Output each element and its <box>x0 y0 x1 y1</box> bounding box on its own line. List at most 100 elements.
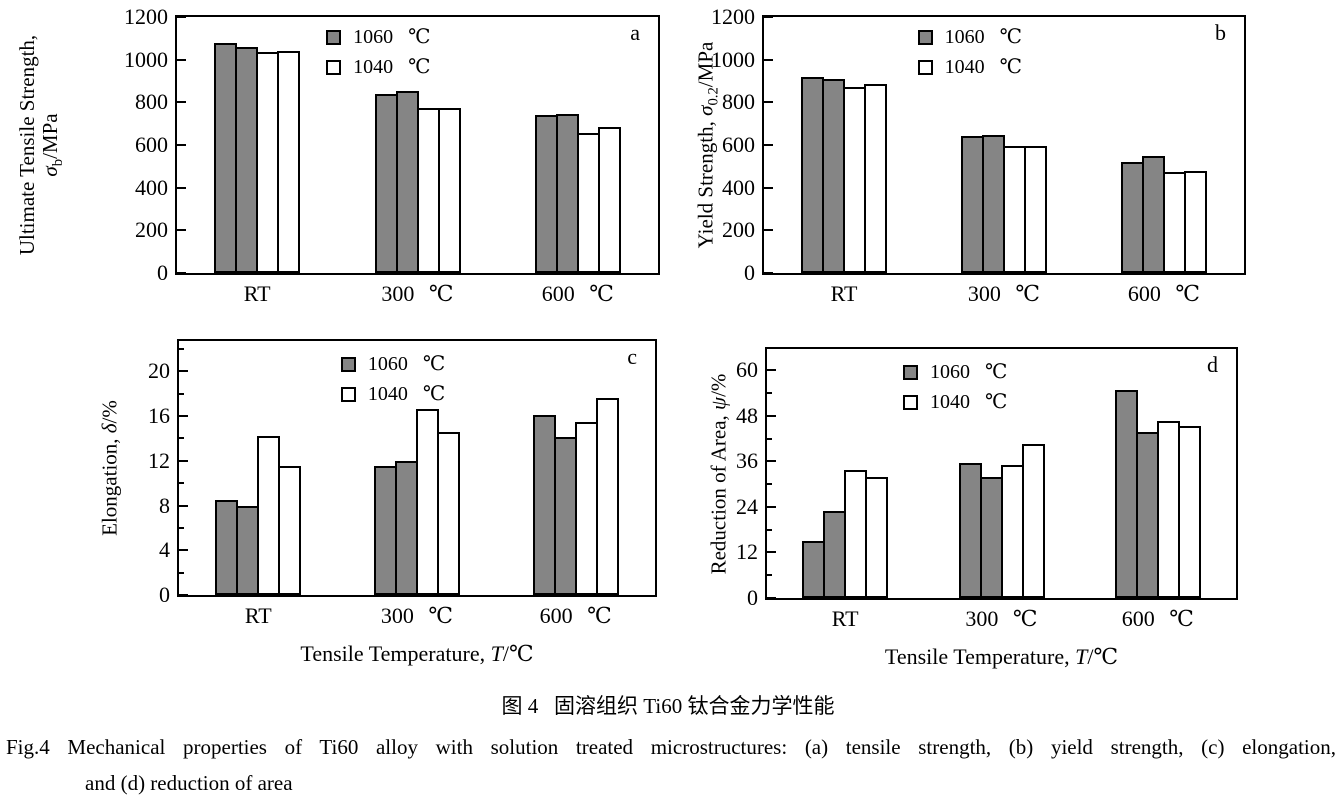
bar-a-cat0-s2 <box>256 52 280 273</box>
chart-plot-a: Ultimate Tensile Strength, σb/MPa 0 200 400 6… <box>15 6 660 306</box>
y-tick-label: 12 <box>148 447 170 473</box>
bar-b-cat2-s2 <box>1163 172 1186 273</box>
chart-plot-d: Reduction of Area, ψ/% 0 12 24 36 48 60 RT 300 ℃… <box>707 347 1238 669</box>
legend-item-1040℃: 1040 ℃ <box>917 56 1022 78</box>
bar-c-cat2-s2 <box>574 421 598 595</box>
chart-plot-c: Elongation, δ/% 0 4 8 12 16 20 RT 300 ℃ 600 ℃ 1060… <box>98 339 657 666</box>
y-tick-minor <box>179 571 184 574</box>
bar-d-cat0-s2 <box>844 469 868 598</box>
y-tick-label: 800 <box>722 89 755 115</box>
bar-a-cat2-s1 <box>555 113 579 273</box>
y-tick-label: 0 <box>159 582 170 607</box>
y-axis-label-c: Elongation, δ/% <box>97 400 122 536</box>
bar-b-cat1-s2 <box>1003 146 1026 273</box>
x-category-label: 300 ℃ <box>967 281 1041 306</box>
bar-b-cat0-s0 <box>800 77 824 273</box>
y-tick-major <box>179 549 188 552</box>
bar-a-cat0-s1 <box>235 46 259 273</box>
legend-c: 1060 ℃ 1040 ℃ <box>340 354 445 404</box>
y-tick-minor <box>767 574 772 577</box>
legend-d: 1060 ℃ 1040 ℃ <box>903 362 1007 412</box>
bar-d-cat2-s3 <box>1177 425 1201 598</box>
legend-label: 1060 ℃ <box>944 26 1022 48</box>
legend-item-1040℃: 1040 ℃ <box>903 392 1007 412</box>
y-tick-minor <box>179 526 184 529</box>
legend-marker-open-square-icon <box>917 59 933 75</box>
y-tick-major <box>764 186 773 189</box>
x-category-label: RT <box>244 603 272 628</box>
legend-marker-filled-square-icon <box>340 356 356 372</box>
y-tick-minor <box>767 437 772 440</box>
y-tick-minor <box>767 392 772 395</box>
bar-c-cat1-s2 <box>416 409 439 595</box>
x-category-label: RT <box>830 281 858 306</box>
legend-label: 1040 ℃ <box>944 56 1022 78</box>
y-tick-major <box>767 414 776 417</box>
y-tick-minor <box>179 392 184 395</box>
panel-label-b: b <box>1215 20 1226 45</box>
y-tick-major <box>179 459 188 462</box>
y-tick-label: 600 <box>135 132 168 157</box>
bar-d-cat0-s0 <box>802 541 826 598</box>
legend-item-1060℃: 1060 ℃ <box>917 26 1022 48</box>
y-tick-major <box>179 504 188 507</box>
y-tick-major <box>177 16 186 18</box>
y-axis-label-d: Reduction of Area, ψ/% <box>706 373 731 574</box>
x-category-label: 300 ℃ <box>965 606 1038 631</box>
y-tick-label: 1000 <box>124 46 168 72</box>
y-tick-major <box>177 58 186 61</box>
legend-item-1060℃: 1060 ℃ <box>903 362 1007 382</box>
x-category-label: 600 ℃ <box>1121 606 1194 631</box>
y-tick-major <box>764 101 773 104</box>
y-axis-label-a: Ultimate Tensile Strength, σb/MPa <box>14 34 67 256</box>
bar-d-cat0-s1 <box>823 510 847 598</box>
legend-label: 1040 ℃ <box>353 56 431 78</box>
bar-c-cat2-s1 <box>553 437 577 595</box>
x-axis-title-c: Tensile Temperature, T/℃ <box>300 641 534 666</box>
bar-c-cat1-s1 <box>395 460 418 595</box>
bar-c-cat0-s2 <box>257 436 281 595</box>
panel-label-d: d <box>1207 352 1218 377</box>
legend-item-1040℃: 1040 ℃ <box>326 57 430 77</box>
y-tick-major <box>764 229 773 232</box>
chart-plot-b: Yield Strength, σ0.2/MPa 0 200 400 600 800 100… <box>693 6 1246 306</box>
y-tick-label: 400 <box>722 174 755 200</box>
y-tick-label: 400 <box>135 174 168 200</box>
y-tick-major <box>767 505 776 508</box>
legend-marker-open-square-icon <box>340 386 356 402</box>
y-tick-label: 0 <box>157 260 168 285</box>
legend-label: 1060 ℃ <box>930 361 1008 383</box>
y-tick-minor <box>767 528 772 531</box>
bar-d-cat2-s2 <box>1156 420 1180 598</box>
bar-b-cat1-s3 <box>1024 146 1047 273</box>
bar-a-cat1-s0 <box>374 93 398 273</box>
bar-c-cat1-s3 <box>437 431 460 595</box>
legend-item-1040℃: 1040 ℃ <box>340 384 445 404</box>
y-tick-major <box>177 272 186 274</box>
y-tick-label: 48 <box>736 402 758 428</box>
bar-a-cat1-s2 <box>416 108 440 273</box>
bar-a-cat1-s1 <box>395 91 419 273</box>
y-tick-label: 200 <box>722 217 755 243</box>
bar-a-cat0-s3 <box>277 51 301 273</box>
bar-b-cat2-s0 <box>1121 161 1144 273</box>
x-category-label: 600 ℃ <box>539 603 612 628</box>
x-category-label: 300 ℃ <box>381 281 454 306</box>
x-category-label: 300 ℃ <box>380 603 454 628</box>
y-tick-major <box>764 58 773 61</box>
bar-c-cat0-s0 <box>215 499 239 595</box>
bar-d-cat2-s0 <box>1114 390 1138 598</box>
legend-marker-open-square-icon <box>326 59 342 75</box>
bar-d-cat1-s2 <box>1000 465 1024 598</box>
caption-english-line1: Fig.4 Mechanical properties of Ti60 allo… <box>6 735 1336 759</box>
legend-item-1060℃: 1060 ℃ <box>340 354 445 374</box>
bar-c-cat1-s0 <box>374 466 397 595</box>
y-axis-label-b: Yield Strength, σ0.2/MPa <box>693 41 722 249</box>
y-tick-major <box>764 272 773 274</box>
y-tick-label: 24 <box>736 493 758 519</box>
y-tick-major <box>177 101 186 104</box>
y-tick-major <box>767 460 776 463</box>
panel-label-a: a <box>630 20 640 45</box>
y-tick-major <box>177 186 186 189</box>
y-tick-label: 16 <box>148 402 170 428</box>
